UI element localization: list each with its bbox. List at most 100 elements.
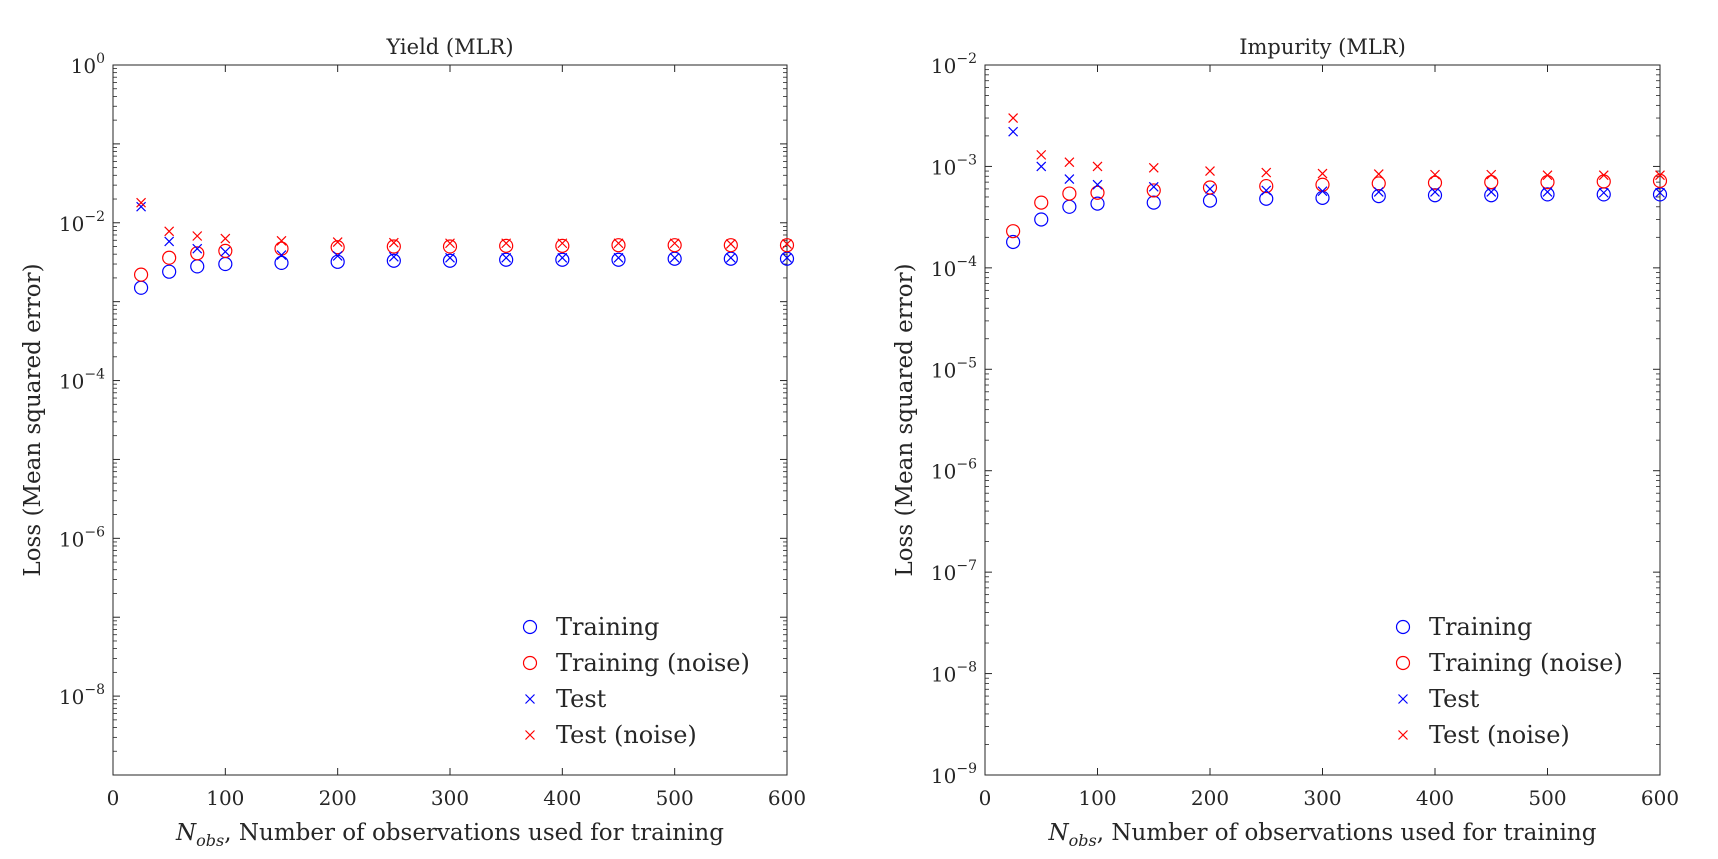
chart1-point-x xyxy=(1205,166,1215,176)
chart1-point-x xyxy=(1036,149,1047,160)
chart0-point-x xyxy=(220,246,231,257)
chart1-point-circle xyxy=(1202,193,1218,208)
chart1-series-3 xyxy=(1008,113,1665,181)
chart0-y-tick-exponent: −8 xyxy=(84,682,105,698)
chart0-point-circle xyxy=(162,264,177,279)
chart1-title: Impurity (MLR) xyxy=(1239,35,1406,59)
chart1-point-x xyxy=(1542,170,1553,181)
chart1-point-circle xyxy=(1484,175,1499,190)
chart0-legend-label: Test (noise) xyxy=(556,721,697,749)
chart0-point-x xyxy=(276,250,287,260)
chart1-y-tick-label: 10−4 xyxy=(931,254,977,281)
chart0-y-tick-exponent: −6 xyxy=(84,524,105,540)
chart1-point-x xyxy=(1148,181,1159,192)
chart0-point-circle xyxy=(667,251,682,266)
chart0-point-x xyxy=(276,235,287,246)
chart0-point-x xyxy=(445,252,455,263)
chart1-point-circle xyxy=(1062,186,1077,201)
chart1-point-x xyxy=(1542,187,1553,197)
chart1-x-tick-label: 500 xyxy=(1528,786,1566,810)
chart0-x-tick-label: 600 xyxy=(768,786,806,810)
chart1-y-tick-exponent: −2 xyxy=(956,51,977,67)
chart1-point-circle xyxy=(1315,177,1330,192)
chart1-point-circle xyxy=(1371,176,1386,191)
chart1-legend-label: Training (noise) xyxy=(1429,649,1623,677)
chart0-point-circle xyxy=(274,241,289,256)
chart1-panel: 0 100 200 300 400 500 600 10−9 10−8 10−7 10−6 10−5 1… xyxy=(892,35,1679,850)
chart1-y-tick-label: 10−9 xyxy=(931,761,977,788)
chart1-series-1 xyxy=(1006,173,1668,239)
chart0-point-x xyxy=(388,237,399,248)
chart0-legend-marker-circle xyxy=(522,619,538,635)
chart1-point-circle xyxy=(1427,175,1443,190)
chart1-y-tick-label: 10−8 xyxy=(931,660,977,687)
chart0-y-tick-exponent: 0 xyxy=(96,51,105,67)
chart1-point-x xyxy=(1655,187,1665,198)
chart0-point-circle xyxy=(330,254,345,269)
chart1-x-label-subscript: obs xyxy=(1069,831,1097,850)
chart0-x-axis-label: Nobs, Number of observations used for tr… xyxy=(175,820,724,850)
chart1-point-x xyxy=(1261,185,1272,196)
chart1-x-label-symbol: N xyxy=(1048,820,1070,846)
chart0-point-circle xyxy=(190,246,205,261)
chart0-point-x xyxy=(332,237,343,247)
chart0-y-tick-label: 10−6 xyxy=(59,524,105,551)
chart0-point-circle xyxy=(499,238,514,253)
chart1-point-x xyxy=(1598,170,1609,181)
chart0-point-x xyxy=(388,251,399,262)
chart0-series-2 xyxy=(136,201,792,263)
chart0-legend-marker-x xyxy=(525,730,535,740)
chart1-y-tick-exponent: −5 xyxy=(956,355,977,371)
chart1-point-circle xyxy=(1090,196,1105,211)
chart1-y-tick-label: 10−2 xyxy=(931,51,977,78)
chart0-x-tick-label: 500 xyxy=(656,786,694,810)
chart0-point-x xyxy=(192,243,203,254)
chart0-point-x xyxy=(782,252,792,263)
chart1-point-x xyxy=(1036,161,1047,172)
chart0-legend-label: Test xyxy=(556,685,607,713)
chart0-y-axis-label: Loss (Mean squared error) xyxy=(20,263,46,576)
chart1-point-x xyxy=(1430,187,1440,197)
chart0-point-circle xyxy=(133,280,149,295)
chart1-legend-marker-circle xyxy=(1395,619,1411,635)
chart1-y-tick-exponent: −4 xyxy=(956,254,977,270)
chart0-point-circle xyxy=(162,250,177,265)
chart0-point-circle xyxy=(190,259,205,274)
chart1-point-x xyxy=(1064,157,1075,168)
chart1-y-tick-exponent: −6 xyxy=(956,457,977,473)
chart0-y-tick-exponent: −4 xyxy=(84,367,105,383)
chart0-point-circle xyxy=(274,255,289,271)
chart0-x-tick-label: 300 xyxy=(431,786,469,810)
chart0-point-x xyxy=(782,238,792,249)
chart0-legend-marker-circle xyxy=(522,655,538,671)
chart1-point-circle xyxy=(1427,188,1443,203)
chart0-point-x xyxy=(164,226,175,237)
chart0-point-x xyxy=(220,233,231,244)
chart0-point-x xyxy=(725,238,736,249)
chart1-y-tick-exponent: −8 xyxy=(956,660,977,676)
chart0-x-tick-label: 0 xyxy=(107,786,120,810)
chart1-point-circle xyxy=(1090,185,1105,200)
chart0-point-circle xyxy=(779,238,795,253)
chart0-y-tick-label: 10−4 xyxy=(59,367,105,394)
chart0-point-x xyxy=(725,252,736,263)
chart1-point-x xyxy=(1430,169,1440,180)
chart0-point-circle xyxy=(723,251,738,266)
chart0-legend-label: Training (noise) xyxy=(556,649,750,677)
chart0-y-tick-exponent: −2 xyxy=(84,209,105,225)
chart0-x-label-subscript: obs xyxy=(196,831,224,850)
chart0-title: Yield (MLR) xyxy=(385,35,513,59)
chart1-legend: Training Training (noise) Test Test (noise) xyxy=(1395,613,1623,749)
chart0-point-circle xyxy=(386,253,401,268)
chart0-y-tick-label: 10−2 xyxy=(59,209,105,236)
chart1-x-tick-label: 0 xyxy=(979,786,992,810)
chart0-point-x xyxy=(613,238,624,249)
chart0-y-tick-label: 100 xyxy=(71,51,105,78)
chart1-point-circle xyxy=(1062,199,1077,214)
chart0-point-circle xyxy=(133,267,149,282)
chart1-y-tick-exponent: −3 xyxy=(956,152,977,168)
chart1-point-x xyxy=(1486,169,1497,180)
chart0-y-tick-label: 10−8 xyxy=(59,682,105,709)
